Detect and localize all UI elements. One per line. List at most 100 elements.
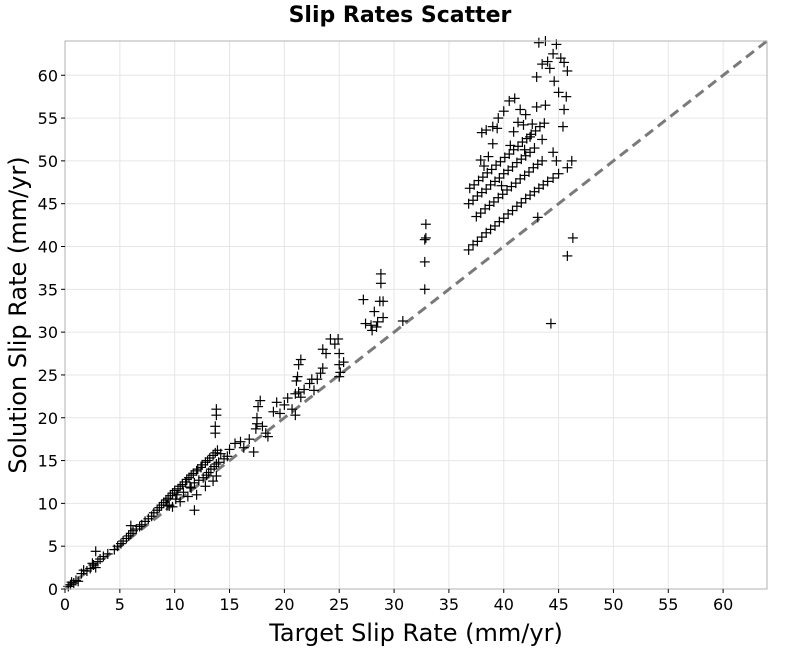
- data-point: [193, 475, 204, 486]
- data-point: [224, 444, 235, 455]
- data-points: [63, 36, 578, 592]
- data-point: [123, 530, 134, 541]
- data-point: [493, 113, 504, 124]
- data-point: [562, 250, 573, 261]
- data-point: [483, 151, 494, 162]
- data-point: [282, 393, 293, 404]
- data-point: [202, 455, 213, 466]
- data-point: [235, 436, 246, 447]
- data-point: [293, 387, 304, 398]
- data-point: [253, 401, 264, 412]
- data-point: [317, 363, 328, 374]
- data-point: [562, 162, 573, 173]
- data-point: [481, 184, 492, 195]
- data-point: [200, 457, 211, 468]
- data-point: [515, 104, 526, 115]
- data-point: [167, 501, 178, 512]
- data-point: [279, 399, 290, 410]
- y-axis-label: Solution Slip Rate (mm/yr): [4, 156, 32, 473]
- data-point: [185, 482, 196, 493]
- x-tick-label: 30: [384, 595, 404, 614]
- x-tick-label: 55: [658, 595, 678, 614]
- data-point: [523, 167, 534, 178]
- data-point: [162, 500, 173, 511]
- data-point: [175, 496, 186, 507]
- x-tick-label: 10: [165, 595, 185, 614]
- data-point: [489, 220, 500, 231]
- data-point: [561, 91, 572, 102]
- y-tick-label: 60: [38, 66, 58, 85]
- data-point: [548, 48, 559, 59]
- data-point: [548, 173, 559, 183]
- data-point: [537, 134, 548, 145]
- data-point: [181, 474, 192, 485]
- data-point: [378, 312, 389, 323]
- data-point: [315, 368, 326, 379]
- data-point: [476, 232, 487, 243]
- x-tick-label: 50: [603, 595, 623, 614]
- data-point: [292, 371, 303, 382]
- data-point: [496, 180, 507, 191]
- data-point: [525, 147, 536, 158]
- data-point: [172, 483, 183, 494]
- data-point: [487, 138, 498, 149]
- data-point: [70, 575, 81, 586]
- reference-line: [64, 39, 768, 591]
- data-point: [557, 121, 568, 132]
- data-point: [262, 431, 273, 442]
- data-point: [513, 117, 524, 128]
- data-point: [472, 236, 483, 247]
- data-point: [358, 294, 369, 305]
- data-point: [167, 488, 178, 499]
- y-tick-label: 20: [38, 409, 58, 428]
- data-point: [372, 316, 383, 327]
- data-point: [375, 268, 386, 279]
- data-point: [244, 434, 255, 445]
- data-point: [290, 410, 301, 421]
- data-point: [165, 490, 176, 501]
- data-point: [507, 161, 518, 172]
- data-point: [274, 408, 285, 419]
- data-point: [210, 421, 221, 432]
- data-point: [213, 457, 224, 468]
- data-point: [531, 71, 542, 82]
- data-point: [525, 131, 536, 142]
- data-point: [360, 318, 371, 329]
- data-point: [419, 256, 430, 267]
- data-point: [527, 119, 538, 130]
- data-point: [559, 57, 570, 68]
- data-point: [509, 93, 520, 104]
- y-tick-label: 55: [38, 109, 58, 128]
- data-point: [66, 577, 77, 588]
- data-point: [189, 505, 200, 516]
- data-point: [548, 147, 559, 158]
- data-point: [519, 144, 530, 155]
- x-tick-label: 35: [439, 595, 459, 614]
- data-point: [494, 173, 505, 183]
- data-point: [475, 208, 486, 219]
- data-point: [367, 325, 378, 336]
- data-point: [419, 284, 430, 295]
- data-point: [463, 244, 474, 255]
- data-point: [476, 127, 487, 138]
- data-point: [222, 451, 233, 462]
- data-point: [329, 339, 340, 350]
- data-point: [544, 63, 555, 74]
- data-point: [160, 494, 171, 505]
- data-point: [201, 470, 212, 481]
- data-point: [211, 470, 222, 481]
- y-tick-label: 5: [48, 537, 58, 556]
- data-point: [537, 59, 548, 70]
- data-point: [87, 558, 98, 569]
- reference-line-group: [64, 39, 768, 591]
- data-point: [475, 155, 486, 166]
- data-point: [68, 578, 79, 589]
- data-point: [183, 472, 194, 483]
- data-point: [559, 104, 570, 115]
- data-point: [248, 447, 259, 457]
- data-point: [498, 106, 509, 117]
- data-point: [312, 374, 323, 385]
- data-point: [542, 176, 553, 187]
- data-point: [497, 189, 508, 200]
- data-point: [533, 37, 544, 48]
